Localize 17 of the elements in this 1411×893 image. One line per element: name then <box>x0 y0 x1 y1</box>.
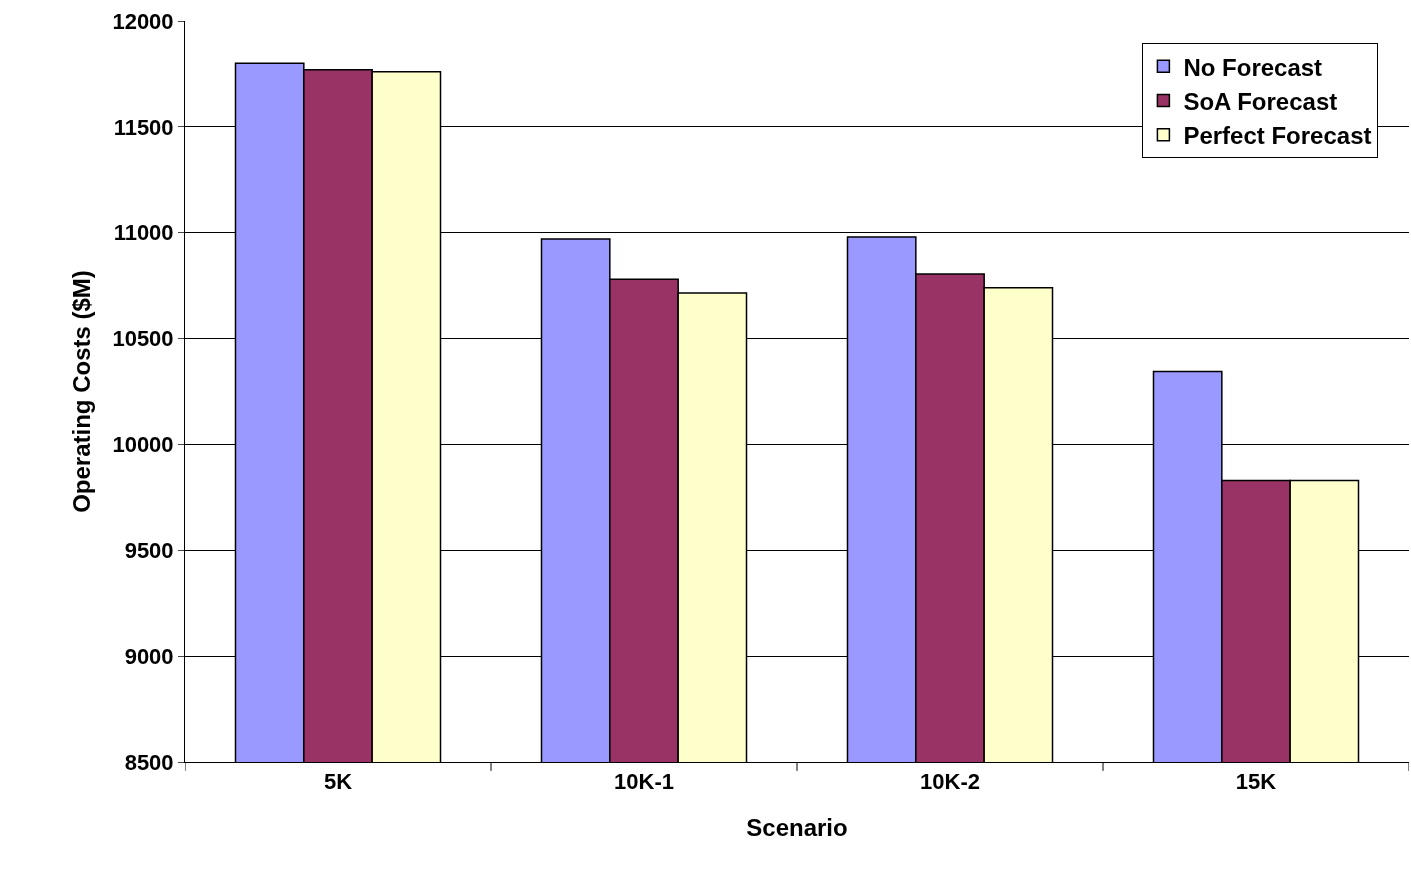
y-tick-label: 10500 <box>112 326 174 352</box>
x-tick-label: 10K-1 <box>614 769 674 795</box>
y-tick-label: 11000 <box>113 220 174 246</box>
legend-label: SoA Forecast <box>1183 87 1338 115</box>
y-tick-label: 8500 <box>124 749 174 775</box>
y-tick-label: 12000 <box>112 8 174 34</box>
y-tick-label: 11500 <box>113 114 174 140</box>
y-tick-label: 10000 <box>112 432 174 458</box>
y-tick-label: 9500 <box>124 537 174 563</box>
y-tick-label: 9000 <box>124 643 174 669</box>
legend-label: Perfect Forecast <box>1183 122 1372 150</box>
x-tick-label: 15K <box>1235 769 1277 795</box>
y-axis-title: Operating Costs ($M) <box>67 270 95 513</box>
x-tick-label: 10K-2 <box>920 769 980 795</box>
x-tick-label: 5K <box>323 769 353 795</box>
x-axis-title: Scenario <box>746 813 848 841</box>
legend-label: No Forecast <box>1183 53 1323 81</box>
